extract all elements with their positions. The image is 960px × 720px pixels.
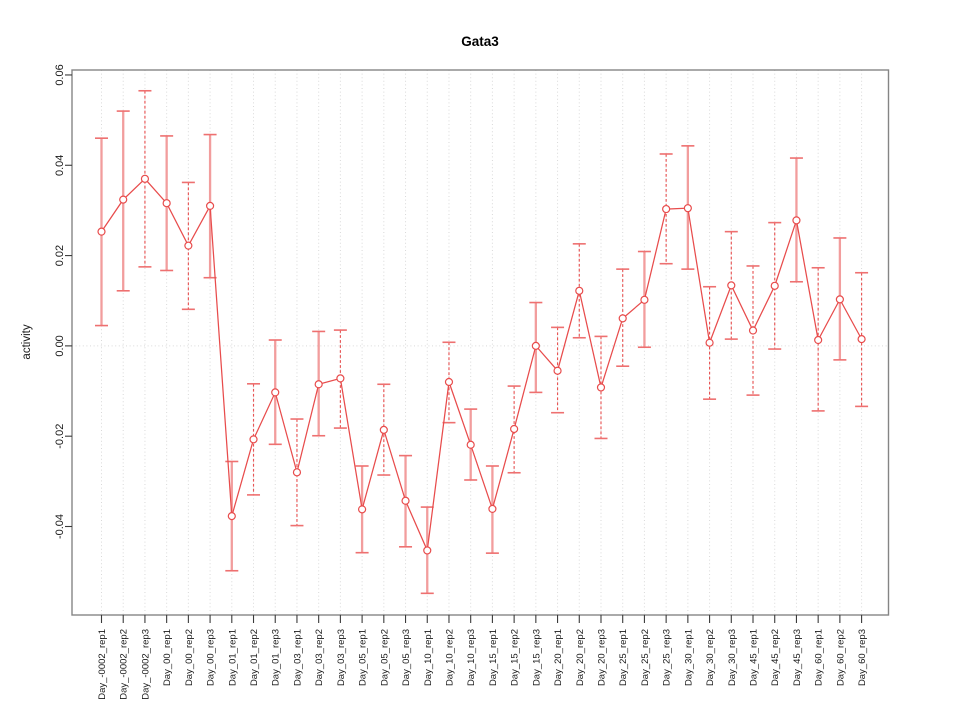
- x-tick-label: Day_00_rep3: [206, 629, 217, 686]
- data-point: [488, 504, 497, 513]
- x-tick-label: Day_01_rep3: [271, 629, 282, 686]
- data-point: [444, 377, 454, 387]
- data-point: [271, 388, 280, 397]
- data-point: [358, 505, 367, 514]
- plot-border: [71, 69, 890, 616]
- data-point: [683, 204, 692, 213]
- data-point: [662, 204, 671, 214]
- x-tick-label: Day_10_rep2: [444, 629, 455, 686]
- x-tick-label: Day_15_rep1: [488, 629, 499, 686]
- x-tick-label: Day_01_rep1: [227, 629, 238, 686]
- x-tick-label: Day_45_rep2: [770, 629, 781, 686]
- data-point: [401, 496, 410, 505]
- data-point: [814, 335, 823, 345]
- y-tick-label: -0.02: [54, 424, 66, 449]
- data-point: [249, 435, 258, 444]
- data-point: [227, 512, 236, 521]
- y-tick-label: 0.00: [54, 335, 66, 356]
- x-tick-label: Day_05_rep1: [358, 629, 369, 686]
- data-point: [314, 380, 323, 389]
- y-tick-label: 0.06: [54, 64, 66, 85]
- x-tick-label: Day_-0002_rep1: [97, 629, 108, 700]
- x-tick-label: Day_30_rep3: [727, 629, 738, 686]
- x-tick-label: Day_10_rep1: [423, 629, 434, 686]
- x-tick-label: Day_25_rep3: [662, 629, 673, 686]
- x-tick-label: Day_60_rep1: [814, 629, 825, 686]
- x-tick-label: Day_45_rep1: [749, 629, 760, 686]
- chart-title: Gata3: [461, 34, 499, 49]
- data-point: [792, 216, 801, 225]
- x-tick-label: Day_00_rep1: [162, 629, 173, 686]
- x-tick-label: Day_05_rep3: [401, 629, 412, 686]
- data-point: [770, 281, 779, 290]
- y-tick-label: -0.04: [54, 514, 66, 539]
- series-line: [100, 177, 863, 553]
- data-point: [292, 468, 302, 477]
- x-tick-label: Day_03_rep2: [314, 629, 325, 686]
- x-tick-label: Day_20_rep2: [575, 629, 586, 686]
- x-tick-label: Day_20_rep3: [596, 629, 607, 686]
- x-tick-label: Day_15_rep2: [510, 629, 521, 686]
- data-point: [97, 227, 106, 236]
- x-tick-label: Day_30_rep1: [683, 629, 694, 686]
- data-point: [379, 425, 388, 434]
- data-point: [140, 174, 150, 183]
- data-point: [857, 335, 866, 344]
- x-tick-label: Day_00_rep2: [184, 629, 195, 686]
- x-tick-label: Day_15_rep3: [531, 629, 542, 686]
- data-point: [423, 546, 432, 555]
- x-tick-label: Day_03_rep3: [336, 629, 347, 686]
- x-tick-label: Day_10_rep3: [466, 629, 477, 686]
- data-point: [640, 295, 649, 304]
- data-point: [119, 195, 128, 204]
- data-point: [336, 374, 345, 383]
- data-point: [531, 341, 540, 350]
- y-tick-label: 0.02: [54, 245, 66, 266]
- data-point: [705, 338, 714, 347]
- x-tick-label: Day_30_rep2: [705, 629, 716, 686]
- data-point: [748, 326, 758, 335]
- data-point: [575, 286, 584, 295]
- y-tick-label: 0.04: [54, 155, 66, 176]
- x-tick-label: Day_03_rep1: [292, 629, 303, 686]
- x-tick-label: Day_20_rep1: [553, 629, 564, 686]
- x-tick-label: Day_25_rep2: [640, 629, 651, 686]
- x-tick-label: Day_01_rep2: [249, 629, 260, 686]
- data-point: [205, 201, 215, 211]
- data-point: [162, 199, 171, 208]
- x-tick-label: Day_-0002_rep2: [119, 629, 130, 700]
- data-point: [553, 366, 562, 375]
- data-point: [835, 295, 844, 304]
- x-tick-label: Day_60_rep2: [835, 629, 846, 686]
- data-point: [596, 383, 606, 392]
- x-tick-label: Day_25_rep1: [618, 629, 629, 686]
- data-point: [510, 424, 519, 434]
- data-point: [466, 440, 475, 449]
- x-tick-label: Day_-0002_rep3: [140, 629, 151, 700]
- data-point: [184, 241, 193, 250]
- x-tick-label: Day_05_rep2: [379, 629, 390, 686]
- data-point: [618, 314, 627, 323]
- x-tick-label: Day_60_rep3: [857, 629, 868, 686]
- x-tick-label: Day_45_rep3: [792, 629, 803, 686]
- data-point: [727, 281, 736, 290]
